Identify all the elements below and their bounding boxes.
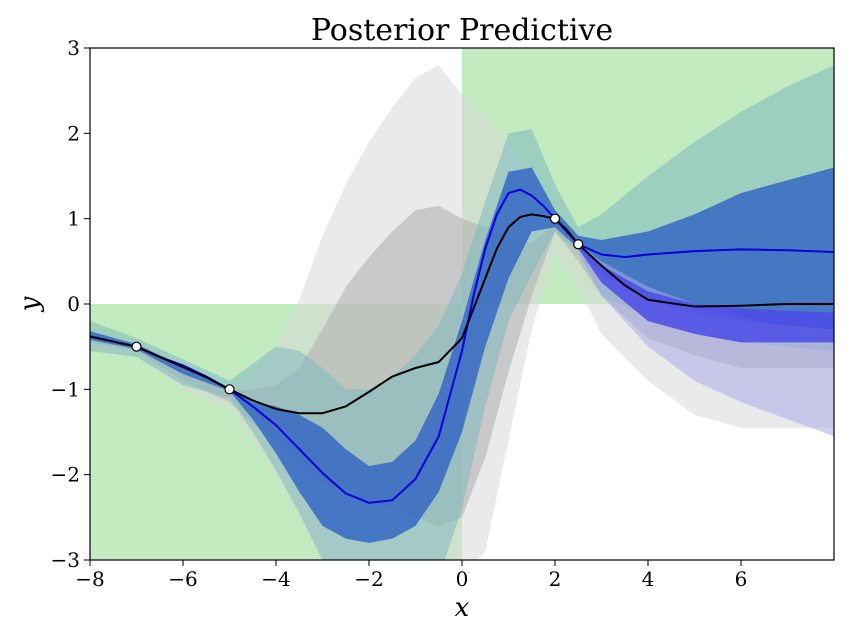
y-tick-label: 3 <box>67 36 80 60</box>
x-tick-label: 4 <box>642 567 655 591</box>
observation-point <box>549 213 561 224</box>
y-tick-label: −3 <box>51 548 80 572</box>
y-tick-label: −2 <box>51 463 80 487</box>
observation-point <box>131 341 142 352</box>
observation-point <box>224 384 235 395</box>
x-tick-label: 0 <box>456 567 469 591</box>
y-tick-label: 0 <box>67 292 80 316</box>
y-tick-label: −1 <box>51 377 80 401</box>
x-tick-label: −6 <box>168 567 197 591</box>
plot-area <box>90 48 834 560</box>
x-tick-label: 6 <box>735 567 748 591</box>
prior-mean-line <box>90 213 834 415</box>
x-tick-label: 2 <box>549 567 562 591</box>
x-tick-label: −4 <box>261 567 290 591</box>
chart-title: Posterior Predictive <box>311 13 613 48</box>
observation-point <box>573 239 584 250</box>
y-axis-label: y <box>15 296 45 312</box>
x-tick-label: −8 <box>75 567 104 591</box>
posterior-inner-band <box>90 167 834 543</box>
posterior-blue-tail <box>578 244 834 343</box>
x-axis-label: x <box>455 593 470 623</box>
x-axis: −8 −6 −4 −2 0 2 4 6 <box>75 560 747 591</box>
y-tick-label: 2 <box>67 121 80 145</box>
x-tick-label: −2 <box>354 567 383 591</box>
y-axis: −3 −2 −1 0 1 2 3 <box>51 36 90 572</box>
y-tick-label: 1 <box>67 207 80 231</box>
